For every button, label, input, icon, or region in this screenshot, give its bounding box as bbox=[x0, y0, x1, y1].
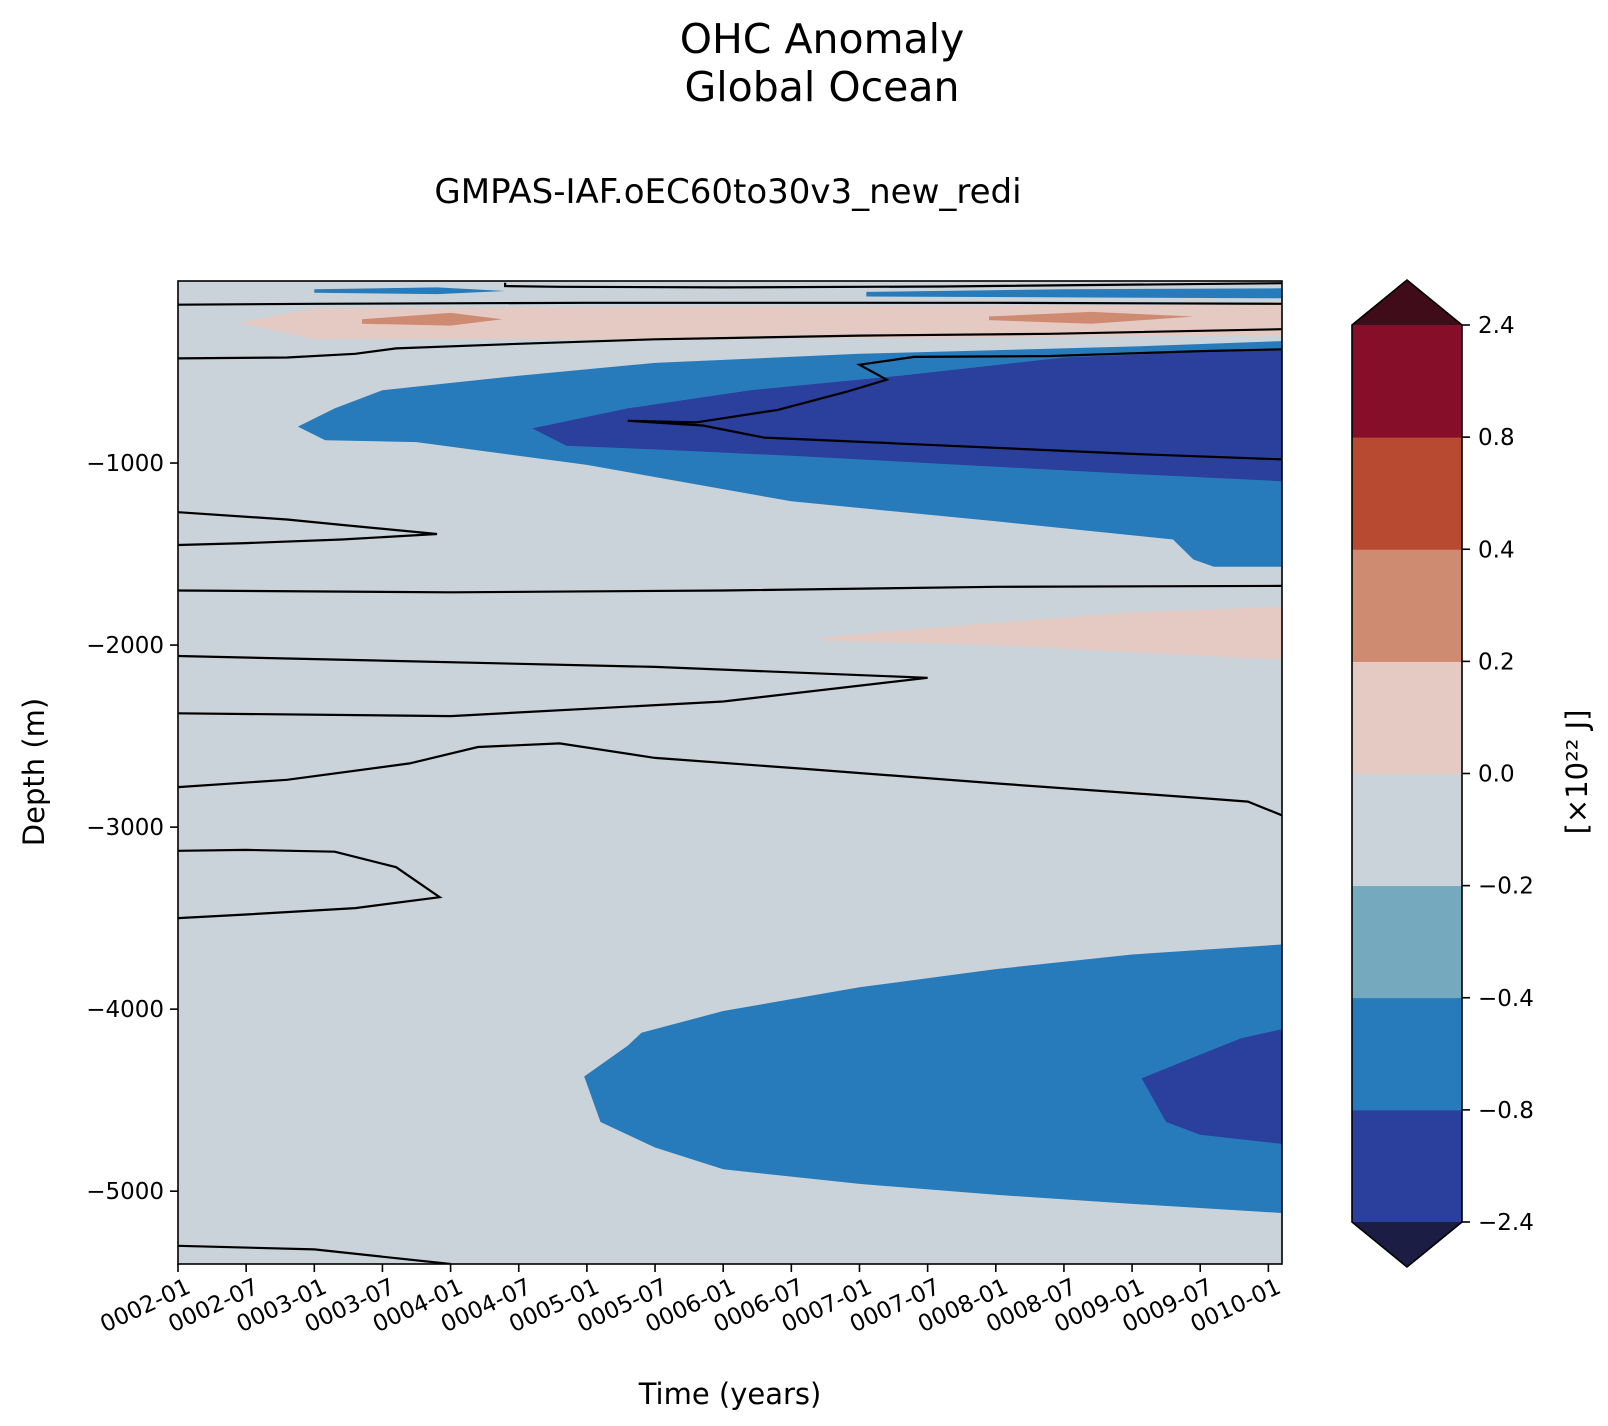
contour-region-16 bbox=[178, 1245, 451, 1264]
contour-region-3 bbox=[362, 312, 503, 326]
colorbar-tick-label: 2.4 bbox=[1478, 313, 1515, 339]
x-axis-label: Time (years) bbox=[638, 1377, 822, 1411]
colorbar-tick-label: −0.2 bbox=[1478, 874, 1534, 900]
colorbar-under-arrow bbox=[1352, 1222, 1462, 1267]
contour-region-5 bbox=[314, 287, 506, 295]
plot-frame bbox=[177, 280, 1283, 1265]
zero-contour-line-7 bbox=[178, 742, 1282, 817]
zero-contour-line-0 bbox=[504, 282, 1282, 289]
x-axis: 0002-010002-070003-010003-070004-010004-… bbox=[96, 1264, 1285, 1338]
colorbar-label: [×10²² J] bbox=[1560, 710, 1594, 835]
contour-region-4 bbox=[989, 311, 1194, 324]
colorbar-band bbox=[1352, 437, 1462, 550]
y-axis-label: Depth (m) bbox=[17, 698, 51, 846]
colorbar-band bbox=[1352, 325, 1462, 438]
zero-contour-line-5 bbox=[178, 584, 1282, 594]
colorbar-tick-label: 0.0 bbox=[1478, 762, 1515, 788]
colorbar-band bbox=[1352, 773, 1462, 887]
figure-title: OHC Anomaly bbox=[680, 15, 965, 63]
colorbar-band bbox=[1352, 549, 1462, 662]
colorbar-tick-label: 0.4 bbox=[1478, 537, 1515, 563]
contour-region-11 bbox=[821, 606, 1282, 660]
contour-region-2 bbox=[239, 304, 1282, 340]
contour-fill-layer bbox=[178, 281, 1282, 1264]
contour-region-15 bbox=[1141, 1029, 1282, 1144]
colorbar-band bbox=[1352, 661, 1462, 774]
colorbar-tick-label: −0.8 bbox=[1478, 1098, 1534, 1124]
figure-region: Global Ocean bbox=[685, 63, 960, 111]
y-axis: −1000 −2000 −3000 −4000 −5000 bbox=[86, 451, 178, 1205]
zero-contour-line-3 bbox=[627, 348, 1282, 461]
colorbar-tick-label: 0.8 bbox=[1478, 425, 1515, 451]
colorbar-band bbox=[1352, 1109, 1462, 1223]
colorbar-tick-label: −2.4 bbox=[1478, 1210, 1534, 1236]
y-tick-label: −1000 bbox=[86, 451, 164, 477]
colorbar-tick-label: −0.4 bbox=[1478, 986, 1534, 1012]
colorbar: −2.4 −0.8 −0.4 −0.2 0.0 0.2 0.4 0.8 2.4 bbox=[1351, 278, 1534, 1269]
y-tick-label: −3000 bbox=[86, 815, 164, 841]
colorbar-over-arrow bbox=[1352, 280, 1462, 325]
colorbar-tick-label: 0.2 bbox=[1478, 649, 1515, 675]
contour-region-14 bbox=[584, 944, 1282, 1213]
zero-contour-line-8 bbox=[178, 848, 443, 920]
zero-contour-line-4 bbox=[178, 511, 438, 547]
contour-line-layer bbox=[178, 282, 1282, 1264]
contour-region-13 bbox=[178, 849, 440, 919]
contour-region-6 bbox=[866, 288, 1282, 299]
colorbar-band bbox=[1352, 885, 1462, 999]
zero-contour-line-9 bbox=[178, 1244, 451, 1264]
colorbar-band bbox=[1352, 997, 1462, 1111]
plot-area: 0002-010002-070003-010003-070004-010004-… bbox=[86, 280, 1285, 1338]
zero-contour-line-6 bbox=[178, 654, 928, 718]
contour-region-9 bbox=[532, 349, 1282, 482]
y-tick-label: −5000 bbox=[86, 1179, 164, 1205]
zero-contour-line-2 bbox=[178, 328, 1282, 360]
zero-contour-line-1 bbox=[178, 301, 1282, 306]
figure-subtitle: GMPAS-IAF.oEC60to30v3_new_redi bbox=[434, 172, 1021, 212]
y-tick-label: −2000 bbox=[86, 633, 164, 659]
y-tick-label: −4000 bbox=[86, 997, 164, 1023]
